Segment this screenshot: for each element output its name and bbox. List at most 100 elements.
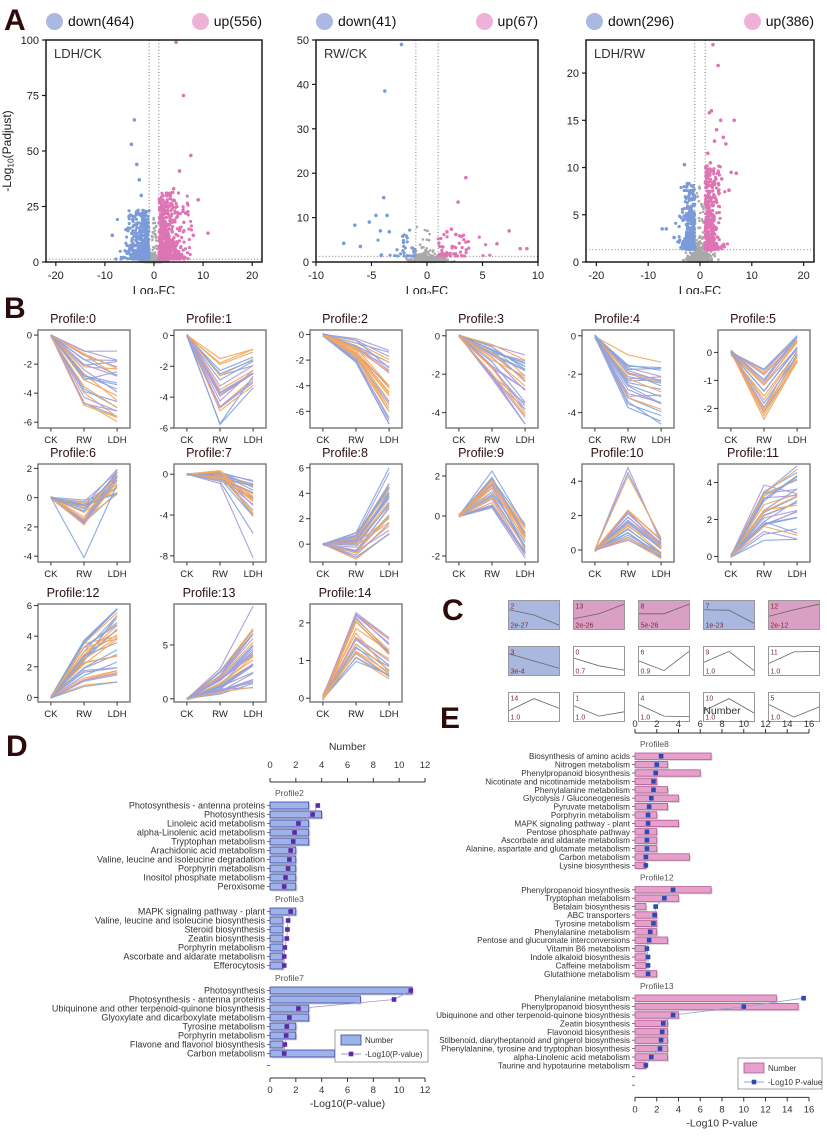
svg-text:2: 2 [435,472,440,483]
svg-text:Zeatin biosynthesis: Zeatin biosynthesis [188,934,266,944]
profile-title: Profile:1 [186,312,232,326]
profile-title: Profile:13 [182,586,236,600]
svg-text:RW: RW [484,569,500,580]
legend-down-label: down(464) [68,13,135,29]
legend-up-label: up(556) [213,13,262,29]
svg-text:4: 4 [319,1085,324,1096]
svg-text:Phenylalanine metabolism: Phenylalanine metabolism [534,994,630,1003]
svg-text:0: 0 [707,552,712,563]
svg-text:0: 0 [299,694,304,705]
svg-text:1.0: 1.0 [706,715,716,722]
svg-text:RW: RW [484,435,500,446]
svg-text:Log2FC: Log2FC [133,284,175,294]
profile-title: Profile:14 [318,586,372,600]
svg-text:0: 0 [435,331,440,342]
svg-text:0: 0 [163,470,168,481]
svg-text:Profile7: Profile7 [275,973,304,983]
svg-text:CK: CK [452,569,466,580]
profile-mini-12: 12 2e-12 [768,600,820,630]
svg-text:0: 0 [163,694,168,705]
svg-text:-2: -2 [568,370,576,381]
svg-text:Ubiquinone and other terpenoid: Ubiquinone and other terpenoid-quinone b… [52,1004,266,1014]
profile-svg: 0 2 4 6 CK RW LDH [27,601,131,720]
svg-text:2: 2 [511,604,515,611]
svg-text:8: 8 [371,1085,376,1096]
svg-text:Phenylalanine, tyrosine and tr: Phenylalanine, tyrosine and tryptophan b… [441,1045,630,1054]
svg-text:1: 1 [299,656,304,667]
profile-plot-13: Profile:13 0 5 CK RW LDH [144,586,274,723]
svg-text:2: 2 [293,1085,298,1096]
volcano-plot-ldh-ck: down(464) up(556) -20 -10 0 10 20 0 25 50 75 100 L… [0,8,268,294]
profile-title: Profile:9 [458,446,504,460]
svg-text:3: 3 [511,650,515,657]
volcano-plot-ldh-rw: down(296) up(386) -20 -10 0 10 20 0 5 10 15 20 LDH… [558,8,820,294]
profile-title: Profile:0 [50,312,96,326]
svg-text:1.0: 1.0 [706,669,716,676]
svg-text:LDH: LDH [244,709,263,720]
svg-text:4: 4 [707,478,712,489]
svg-text:4: 4 [27,632,32,643]
svg-text:-2: -2 [296,356,304,367]
svg-text:1.0: 1.0 [511,715,521,722]
svg-text:CK: CK [724,569,738,580]
profile-svg: -2 0 2 CK RW LDH [432,463,539,580]
svg-text:11: 11 [771,650,778,657]
svg-text:-10: -10 [97,270,113,282]
svg-text:Photosynthesis: Photosynthesis [204,986,266,996]
profile-plot-4: Profile:4 0 -2 -4 CK RW LDH [552,312,682,449]
svg-text:Carbon metabolism: Carbon metabolism [559,853,630,862]
profile-plot-6: Profile:6 2 0 -2 -4 CK RW LDH [8,446,138,583]
svg-text:0: 0 [267,760,272,771]
svg-text:10: 10 [567,163,579,175]
svg-text:30: 30 [297,124,309,136]
svg-text:LDH: LDH [652,435,671,446]
svg-text:Tyrosine metabolism: Tyrosine metabolism [555,919,630,928]
svg-text:8: 8 [719,719,724,730]
profile-plot-8: Profile:8 0 2 4 6 CK RW LDH [280,446,410,583]
svg-text:Indole alkaloid biosynthesis: Indole alkaloid biosynthesis [530,953,630,962]
up-dot-icon [191,12,209,30]
profile-title: Profile:4 [594,312,640,326]
svg-text:10: 10 [706,696,714,703]
svg-text:Porphyrin metabolism: Porphyrin metabolism [178,1031,265,1041]
svg-text:50: 50 [27,146,39,158]
svg-text:Efferocytosis: Efferocytosis [214,961,266,971]
profile-mini-10: 101.0 [703,692,755,722]
svg-text:-2: -2 [160,362,168,373]
svg-text:10: 10 [394,760,405,771]
svg-text:Glycolysis / Gluconeogenesis: Glycolysis / Gluconeogenesis [523,794,630,803]
svg-text:Glutathione metabolism: Glutathione metabolism [544,970,630,979]
svg-text:Biosynthesis of amino acids: Biosynthesis of amino acids [529,752,630,761]
svg-text:10: 10 [738,719,749,730]
profile-svg: 2 0 -2 -4 CK RW LDH [24,463,131,580]
svg-text:Zeatin biosynthesis: Zeatin biosynthesis [560,1019,630,1028]
svg-text:CK: CK [180,435,194,446]
panel-d-label: D [6,730,28,763]
svg-text:MAPK signaling pathway - plant: MAPK signaling pathway - plant [514,819,630,828]
svg-text:12: 12 [420,1085,431,1096]
up-dot-icon [743,12,761,30]
profile-plot-14: Profile:14 0 1 2 CK RW LDH [280,586,410,723]
svg-text:8: 8 [371,760,376,771]
svg-text:0: 0 [573,257,579,269]
profile-svg: 0 2 4 CK RW LDH [571,463,675,580]
profile-svg: 0 -2 -4 -6 CK RW LDH [296,329,403,446]
svg-text:4: 4 [676,719,681,730]
svg-text:CK: CK [316,709,330,720]
svg-text:-Log10 P-value: -Log10 P-value [686,1117,757,1129]
svg-text:Phenylpropanoid biosynthesis: Phenylpropanoid biosynthesis [521,769,630,778]
svg-text:16: 16 [804,1104,815,1115]
profile-title: Profile:12 [46,586,100,600]
svg-text:0: 0 [571,545,576,556]
svg-text:RW: RW [76,709,92,720]
svg-text:LDH: LDH [108,435,127,446]
svg-text:-10: -10 [308,270,324,282]
svg-text:6: 6 [345,760,350,771]
svg-text:CK: CK [724,435,738,446]
volcano-legend: down(464) up(556) [46,8,262,34]
svg-text:0: 0 [632,719,637,730]
svg-text:Porphyrin metabolism: Porphyrin metabolism [551,811,630,820]
svg-text:CK: CK [180,709,194,720]
profile-svg: 0 5 CK RW LDH [163,603,267,720]
svg-text:2e-27: 2e-27 [511,623,529,630]
